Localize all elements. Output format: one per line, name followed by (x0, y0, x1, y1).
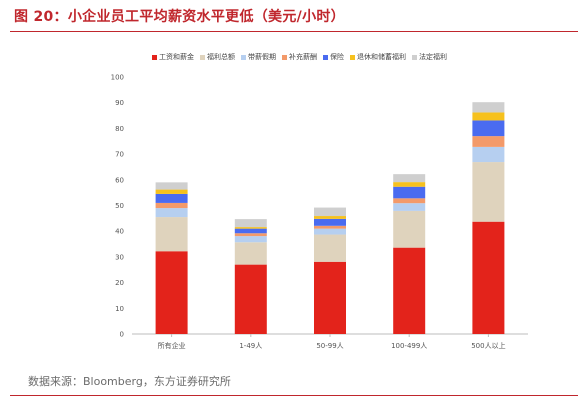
legend-entry: 保险 (323, 52, 344, 62)
bar-segment (393, 174, 426, 183)
legend-entry: 退休和储蓄福利 (350, 52, 406, 62)
bar-segment (314, 261, 346, 334)
legend-swatch (323, 54, 328, 60)
bar-segment (393, 203, 426, 211)
bar-segment (314, 234, 346, 262)
legend-label: 工资和薪金 (159, 53, 194, 61)
legend-label: 保险 (330, 53, 344, 61)
bar-segment (234, 236, 267, 243)
y-tick-label: 100 (111, 74, 124, 82)
footer-rule (10, 395, 578, 396)
bar-segment (314, 225, 346, 229)
bar-segment (472, 120, 505, 137)
bar-segment (155, 217, 188, 252)
bar-segment (393, 247, 426, 334)
figure-title: 图 20：小企业员工平均薪资水平更低（美元/小时） (14, 9, 345, 25)
legend-entry: 补充薪酬 (282, 52, 317, 62)
legend-swatch (282, 54, 287, 60)
bar-segment (472, 112, 505, 121)
bar-segment (234, 228, 267, 234)
bar-segment (472, 146, 505, 163)
title-rule (10, 31, 578, 32)
bar-segment (314, 216, 346, 219)
bar-segment (472, 136, 505, 147)
bar-segment (393, 186, 426, 199)
y-tick-label: 20 (115, 279, 124, 287)
bar-segment (234, 233, 267, 237)
x-tick-label: 500人以上 (471, 341, 505, 350)
x-tick-label: 50-99人 (316, 342, 343, 350)
x-tick-label: 所有企业 (158, 341, 186, 350)
legend-label: 补充薪酬 (289, 53, 317, 61)
bar-segment (314, 228, 346, 235)
legend-swatch (152, 54, 157, 60)
y-tick-label: 90 (115, 99, 124, 107)
y-tick-label: 60 (115, 176, 124, 184)
y-tick-label: 30 (115, 253, 124, 261)
legend-swatch (241, 54, 246, 60)
legend-entry: 法定福利 (412, 52, 447, 62)
bar-segment (234, 227, 267, 229)
legend-entry: 福利总额 (200, 52, 235, 62)
bar-segment (234, 242, 267, 265)
legend-swatch (200, 54, 205, 60)
y-tick-label: 50 (115, 202, 124, 210)
y-tick-label: 80 (115, 125, 124, 133)
bar-segment (393, 198, 426, 204)
bar-segment (155, 189, 188, 194)
bar-segment (472, 162, 505, 222)
x-tick-label: 1-49人 (239, 342, 262, 350)
legend-swatch (412, 54, 417, 60)
bar-segment (393, 210, 426, 248)
bar-segment (155, 193, 188, 203)
bar-segment (314, 207, 346, 217)
bar-segment (155, 182, 188, 190)
bar-segment (155, 208, 188, 218)
y-tick-label: 10 (115, 305, 124, 313)
bar-segment (393, 182, 426, 187)
chart-legend: 工资和薪金 福利总额 带薪假期 补充薪酬 保险 退休和储蓄福利 法定福利 (152, 52, 447, 62)
legend-swatch (350, 54, 355, 60)
bar-segment (234, 264, 267, 334)
y-tick-label: 70 (115, 151, 124, 159)
bar-segment (155, 202, 188, 209)
bar-segment (155, 251, 188, 334)
x-tick-label: 100-499人 (391, 342, 427, 350)
bar-segment (472, 221, 505, 334)
legend-label: 法定福利 (419, 53, 447, 61)
legend-entry: 工资和薪金 (152, 52, 194, 62)
legend-label: 福利总额 (207, 53, 235, 61)
legend-label: 退休和储蓄福利 (357, 53, 406, 61)
source-note: 数据来源：Bloomberg，东方证券研究所 (28, 375, 231, 388)
bar-segment (472, 102, 505, 113)
y-tick-label: 40 (115, 228, 124, 236)
legend-label: 带薪假期 (248, 53, 276, 61)
y-tick-label: 0 (120, 331, 124, 339)
bar-segment (314, 218, 346, 226)
bar-segment (234, 219, 267, 228)
legend-entry: 带薪假期 (241, 52, 276, 62)
